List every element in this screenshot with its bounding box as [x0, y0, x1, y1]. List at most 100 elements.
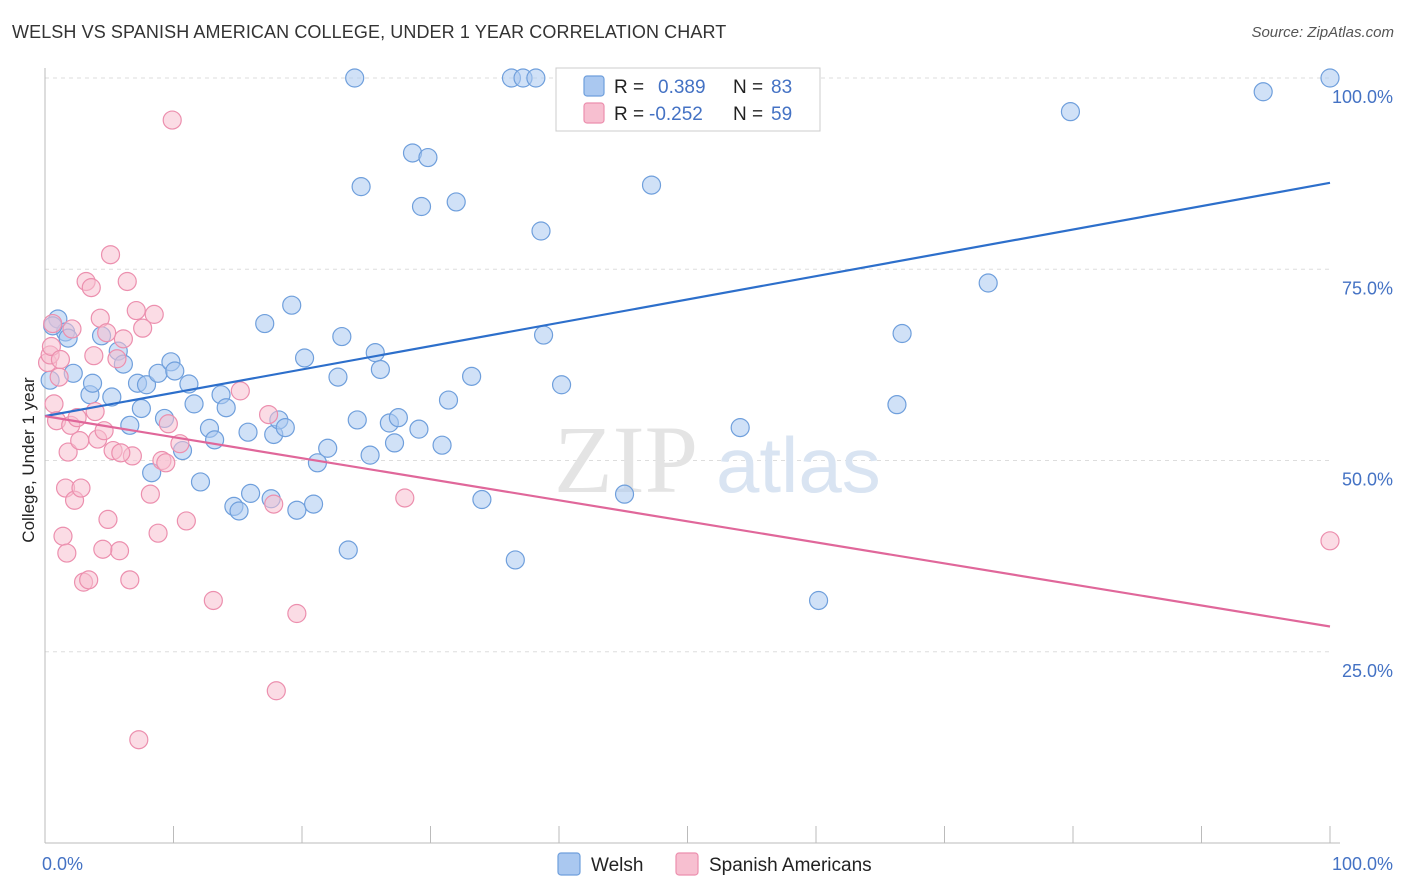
y-tick-label: 100.0% — [1332, 87, 1393, 107]
point-welsh — [472, 489, 492, 510]
point-welsh — [229, 501, 249, 521]
point-spanish — [258, 405, 279, 425]
point-spanish — [97, 323, 117, 343]
point-welsh — [294, 348, 315, 368]
bottom-legend-label-welsh: Welsh — [591, 855, 643, 876]
point-welsh — [303, 494, 324, 514]
point-welsh — [332, 326, 352, 347]
point-welsh — [345, 68, 365, 88]
x-tick-label: 0.0% — [42, 854, 83, 874]
point-spanish — [58, 442, 78, 462]
point-spanish — [43, 313, 63, 334]
point-welsh — [551, 375, 572, 395]
point-welsh — [505, 550, 525, 570]
point-welsh — [446, 192, 466, 212]
legend-r-value-welsh: 0.389 — [658, 77, 706, 98]
x-tick-labels: 0.0% 100.0% — [42, 854, 1393, 874]
point-welsh — [184, 394, 204, 414]
bottom-legend-swatch-spanish — [675, 852, 699, 876]
point-spanish — [53, 526, 73, 546]
point-welsh — [384, 433, 405, 453]
point-spanish — [70, 431, 90, 451]
legend-r-value-spanish: -0.252 — [649, 104, 703, 125]
point-welsh — [370, 359, 390, 380]
y-tick-label: 25.0% — [1342, 661, 1393, 681]
point-welsh — [388, 408, 408, 428]
point-spanish — [176, 511, 196, 531]
point-spanish — [162, 110, 182, 130]
point-welsh — [365, 343, 385, 363]
point-welsh — [418, 147, 438, 168]
watermark: ZIP atlas — [554, 406, 881, 513]
y-axis-title: College, Under 1 year — [19, 377, 38, 543]
legend-r-label-welsh: R = — [614, 77, 644, 98]
point-spanish — [264, 494, 284, 514]
point-spanish — [71, 478, 91, 498]
point-spanish — [148, 523, 168, 543]
point-welsh — [438, 390, 459, 410]
point-welsh — [275, 418, 295, 438]
point-welsh — [892, 323, 912, 344]
axis-layer — [44, 68, 1340, 844]
point-spanish — [111, 443, 131, 463]
point-welsh — [808, 590, 829, 611]
point-welsh — [287, 500, 307, 520]
y-tick-label: 75.0% — [1342, 278, 1393, 298]
point-welsh — [526, 68, 546, 88]
point-welsh — [205, 430, 225, 450]
point-spanish — [120, 570, 140, 590]
source-label: Source: ZipAtlas.com — [1251, 24, 1394, 41]
point-welsh — [887, 395, 907, 415]
point-spanish — [144, 304, 164, 324]
point-welsh — [136, 375, 157, 395]
point-spanish — [1320, 531, 1340, 551]
point-welsh — [165, 361, 185, 381]
point-welsh — [641, 175, 662, 195]
point-welsh — [730, 418, 750, 438]
point-spanish — [107, 349, 127, 369]
legend-swatch-welsh — [583, 75, 605, 97]
point-spanish — [287, 603, 307, 624]
point-spanish — [62, 319, 82, 339]
point-welsh — [533, 325, 554, 345]
trendline-spanish — [44, 415, 1331, 628]
x-tick-label: 100.0% — [1332, 854, 1393, 874]
point-welsh — [255, 313, 275, 334]
point-welsh — [411, 196, 432, 217]
legend-n-label-welsh: N = — [733, 77, 763, 98]
point-spanish — [93, 539, 113, 559]
legend-n-value-spanish: 59 — [771, 104, 792, 125]
point-welsh — [1253, 82, 1273, 102]
point-spanish — [113, 329, 133, 349]
point-spanish — [158, 414, 178, 434]
point-spanish — [140, 484, 160, 504]
point-spanish — [109, 541, 130, 561]
point-welsh — [531, 221, 551, 241]
point-welsh — [360, 445, 380, 465]
point-spanish — [100, 245, 121, 265]
point-welsh — [978, 273, 998, 293]
point-welsh — [241, 483, 261, 503]
point-spanish — [395, 488, 415, 508]
point-welsh — [432, 435, 452, 455]
point-welsh — [328, 367, 348, 387]
point-spanish — [129, 730, 149, 750]
point-welsh — [338, 540, 358, 560]
point-spanish — [57, 543, 77, 563]
point-welsh — [347, 410, 367, 430]
point-spanish — [133, 318, 153, 338]
point-welsh — [282, 295, 302, 315]
grid-layer — [45, 77, 1330, 653]
point-welsh — [82, 373, 103, 393]
trend-layer — [44, 181, 1331, 628]
legend-r-label-spanish: R = — [614, 104, 644, 125]
point-welsh — [409, 419, 429, 439]
point-welsh — [351, 177, 371, 197]
bottom-legend-label-spanish: Spanish Americans — [709, 855, 872, 876]
point-spanish — [117, 271, 137, 292]
point-spanish — [79, 570, 99, 590]
point-spanish — [156, 453, 176, 473]
y-tick-label: 50.0% — [1342, 470, 1393, 490]
point-welsh — [190, 472, 211, 492]
legend-n-label-spanish: N = — [733, 104, 763, 125]
